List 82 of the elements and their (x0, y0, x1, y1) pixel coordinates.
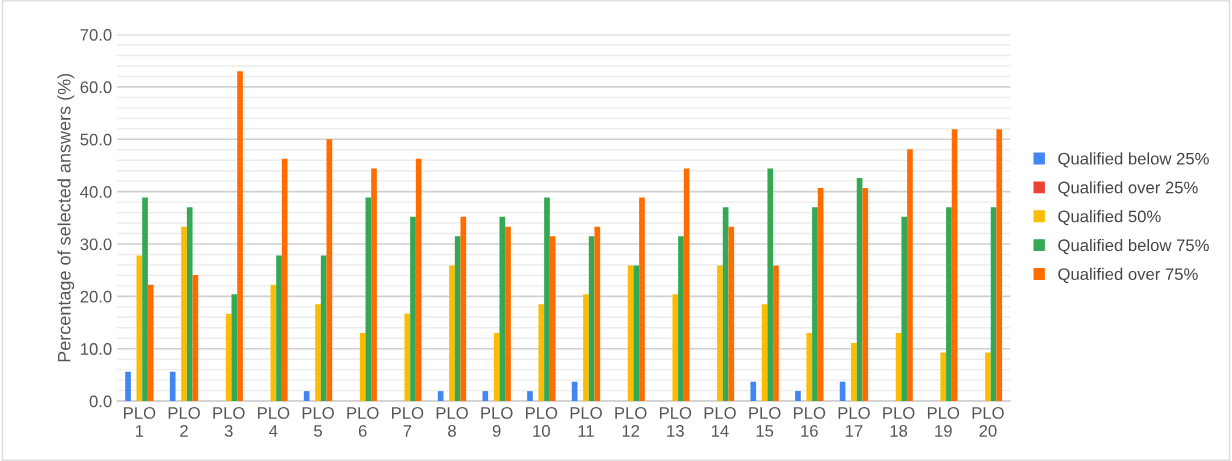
x-tick-label: PLO 12 (615, 407, 647, 437)
legend-label: Qualified below 75% (1058, 238, 1209, 255)
bar (415, 158, 422, 402)
y-tick-label: 10.0 (81, 343, 112, 355)
x-tick-label: PLO 2 (168, 407, 200, 437)
x-tick-label: PLO 9 (481, 407, 513, 437)
bar (678, 236, 684, 402)
bar (125, 371, 131, 402)
bar (639, 197, 645, 402)
bar (728, 226, 735, 402)
bar (527, 391, 533, 402)
bar (946, 207, 952, 402)
x-tick-label: PLO 18 (883, 407, 915, 437)
bar (538, 304, 545, 402)
x-tick-label: PLO 11 (570, 407, 602, 437)
x-tick-label: PLO 8 (436, 407, 468, 437)
bar (315, 304, 321, 402)
bar (795, 391, 801, 402)
bar (940, 352, 947, 402)
bar (505, 226, 511, 402)
bar (410, 216, 416, 402)
x-tick-label: PLO 17 (838, 407, 870, 437)
bar (672, 294, 679, 402)
legend-label: Qualified over 25% (1058, 181, 1198, 197)
bar (169, 371, 176, 402)
x-tick-label: PLO 13 (659, 407, 692, 437)
x-tick-label: PLO 19 (927, 407, 960, 437)
y-tick-label: 50.0 (80, 133, 112, 146)
bar (996, 129, 1003, 402)
bar (181, 226, 187, 402)
bar (851, 342, 857, 402)
bar (303, 391, 310, 402)
bar (750, 381, 757, 402)
bar (404, 313, 411, 402)
bar (237, 71, 243, 402)
x-tick-label: PLO 10 (526, 407, 558, 437)
bar (276, 255, 282, 402)
bar (449, 265, 455, 402)
bar (907, 149, 913, 402)
bar (359, 333, 366, 402)
x-tick-label: PLO 16 (793, 407, 826, 437)
bar (281, 158, 288, 402)
bar (985, 352, 991, 402)
y-axis-title: Percentage of selected answers (%) (57, 73, 75, 362)
bar (142, 197, 148, 402)
x-tick-label: PLO 15 (749, 407, 781, 437)
x-tick-label: PLO 4 (258, 407, 290, 437)
legend-label: Qualified below 25% (1058, 152, 1209, 168)
bar (371, 168, 377, 402)
bar (320, 255, 327, 402)
x-tick-label: PLO 7 (392, 407, 424, 437)
bar (225, 313, 232, 402)
x-tick-label: PLO 20 (972, 407, 1004, 437)
bar (717, 265, 723, 402)
y-tick-label: 60.0 (80, 81, 112, 94)
bar (633, 265, 640, 402)
bar (594, 226, 601, 402)
y-tick-label: 30.0 (80, 238, 112, 251)
bar (186, 207, 193, 402)
bar (583, 294, 589, 402)
y-tick-label: 40.0 (80, 186, 112, 198)
x-tick-label: PLO 5 (302, 407, 334, 437)
x-tick-label: PLO 6 (347, 407, 379, 437)
legend-label: Qualified over 75% (1058, 267, 1198, 284)
bar (460, 216, 467, 402)
y-tick-label: 70.0 (80, 28, 112, 41)
bar (147, 284, 154, 402)
bar (862, 187, 869, 402)
x-tick-label: PLO 1 (124, 407, 156, 437)
bar (767, 168, 774, 402)
bar (499, 216, 506, 402)
x-tick-label: PLO 3 (213, 407, 245, 437)
x-tick-label: PLO 14 (704, 407, 736, 437)
bar (806, 333, 813, 402)
bar (482, 391, 489, 402)
y-tick-label: 20.0 (80, 290, 112, 303)
bar (773, 265, 779, 402)
bar (901, 216, 908, 402)
legend-label: Qualified 50% (1058, 210, 1161, 226)
bar (812, 207, 818, 402)
y-tick-label: 0.0 (89, 395, 112, 408)
bar (544, 197, 550, 402)
